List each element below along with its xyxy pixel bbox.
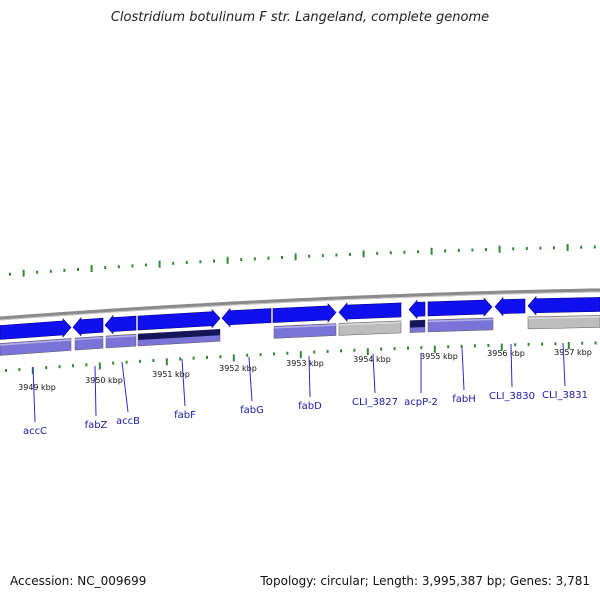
gene-label-accC: accC xyxy=(23,426,47,437)
product-domain xyxy=(138,329,220,340)
gene-arrow-fabZ xyxy=(72,316,104,337)
scale-label: 3953 kbp xyxy=(286,359,324,368)
product-bar xyxy=(0,338,72,356)
product-bar-sheen xyxy=(338,321,402,326)
gene-arrow-accB xyxy=(104,314,137,335)
gene-label-CLI_3830: CLI_3830 xyxy=(489,391,535,402)
scale-label: 3952 kbp xyxy=(219,364,257,373)
product-bar-sheen xyxy=(527,316,600,320)
gene-arrow-accC xyxy=(0,318,72,340)
gene-label-fabZ: fabZ xyxy=(85,420,108,431)
gene-arrow-acpP-2 xyxy=(408,299,426,320)
gene-leader-line xyxy=(181,358,186,407)
scale-label: 3949 kbp xyxy=(18,383,56,392)
product-bar xyxy=(74,335,104,351)
gene-label-CLI_3831: CLI_3831 xyxy=(542,390,588,401)
map-title: Clostridium botulinum F str. Langeland, … xyxy=(110,10,490,25)
gene-leader-line xyxy=(461,346,465,391)
scale-label: 3954 kbp xyxy=(353,355,391,364)
scale-label: 3950 kbp xyxy=(85,376,123,385)
genome-summary-label: Topology: circular; Length: 3,995,387 bp… xyxy=(260,574,590,588)
gene-label-fabD: fabD xyxy=(298,401,322,412)
scale-label: 3957 kbp xyxy=(554,348,592,357)
gene-arrow-fabD xyxy=(272,303,337,323)
accession-label: Accession: NC_009699 xyxy=(10,574,147,588)
product-bar xyxy=(427,317,494,333)
gene-label-CLI_3827: CLI_3827 xyxy=(352,397,398,408)
genome-backbone-highlight xyxy=(0,291,600,321)
gene-label-acpP-2: acpP-2 xyxy=(404,397,438,408)
gene-label-fabF: fabF xyxy=(174,410,196,421)
gene-arrow-fabF xyxy=(137,308,221,331)
gene-label-fabG: fabG xyxy=(240,405,264,416)
gene-arrow-CLI_3827 xyxy=(338,302,402,322)
gene-leader-line xyxy=(372,353,376,394)
product-bar xyxy=(105,333,137,349)
product-bar-sheen xyxy=(74,336,104,341)
gene-leader-line xyxy=(32,366,36,423)
gene-arrow-fabH xyxy=(427,297,493,317)
product-bar-sheen xyxy=(105,334,137,339)
gene-leader-line xyxy=(308,355,311,398)
gene-arrow-fabG xyxy=(221,307,272,328)
product-bar-sheen xyxy=(0,339,72,346)
genome-backbone xyxy=(0,288,600,321)
gene-label-accB: accB xyxy=(116,416,140,427)
product-bar xyxy=(527,315,600,330)
gene-leader-line xyxy=(94,365,97,417)
gene-leader-line xyxy=(562,342,566,387)
product-bar-sheen xyxy=(427,318,494,323)
product-domain xyxy=(410,320,425,328)
product-bar-sheen xyxy=(273,324,337,329)
product-bar xyxy=(273,323,337,339)
scale-label: 3951 kbp xyxy=(152,370,190,379)
gene-label-fabH: fabH xyxy=(452,394,476,405)
gene-arrow-CLI_3831 xyxy=(527,295,600,316)
product-bar xyxy=(338,320,402,336)
scale-label: 3956 kbp xyxy=(487,349,525,358)
gene-leader-line xyxy=(248,356,253,402)
scale-label: 3955 kbp xyxy=(420,352,458,361)
gene-leader-line xyxy=(510,343,513,388)
gene-arrow-CLI_3830 xyxy=(494,296,526,317)
gene-leader-line xyxy=(121,361,129,413)
